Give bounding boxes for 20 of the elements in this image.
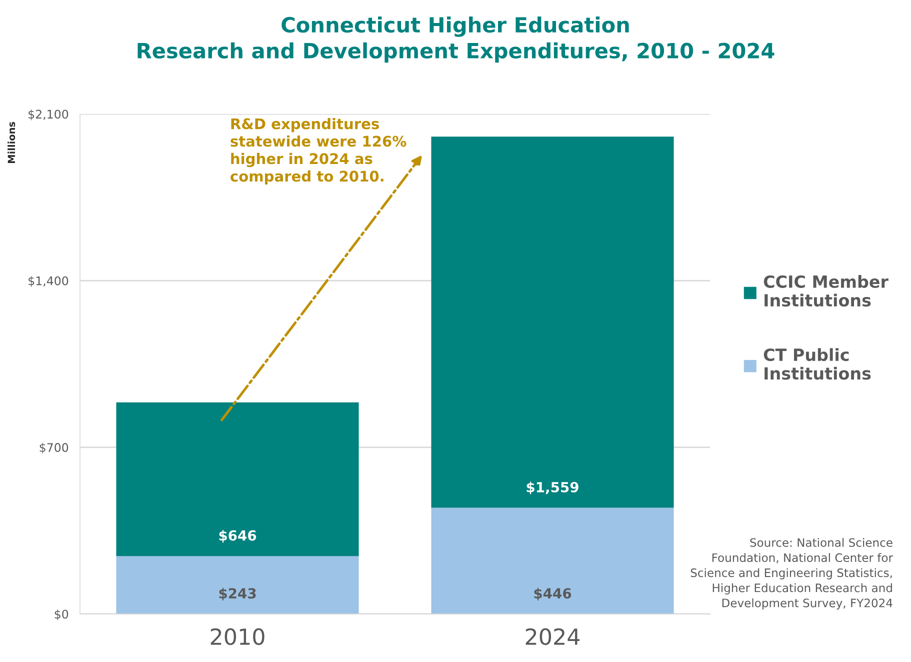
y-tick-label: $1,400: [28, 276, 68, 287]
y-tick-label: $0: [54, 610, 68, 620]
y-axis-title: Millions: [8, 122, 16, 163]
x-tick-label: 2024: [526, 628, 580, 646]
legend-label: CT Public Institutions: [764, 348, 871, 380]
chart-title: Connecticut Higher Education Research and Development Expenditures, 2010 - 2024: [138, 16, 774, 63]
bar: [431, 136, 674, 508]
annotation: R&D expenditures statewide were 126% higher in 2024 as compared to 2010.: [230, 118, 406, 185]
bar: [116, 402, 359, 556]
data-label: $1,559: [526, 482, 578, 494]
data-label: $243: [219, 588, 256, 600]
data-label: $446: [534, 588, 572, 600]
y-tick-label: $700: [40, 442, 68, 454]
bar: [431, 508, 674, 614]
data-label: $646: [219, 530, 256, 543]
x-tick-label: 2010: [210, 628, 264, 646]
bar: [116, 556, 359, 614]
annotation: Source: National Science Foundation, National Center for Science and Engineering Statistics, Higher Education Research and Development Survey, FY2024: [690, 538, 893, 610]
y-tick-label: $2,100: [28, 110, 68, 120]
legend-label: CCIC Member Institutions: [764, 275, 888, 307]
